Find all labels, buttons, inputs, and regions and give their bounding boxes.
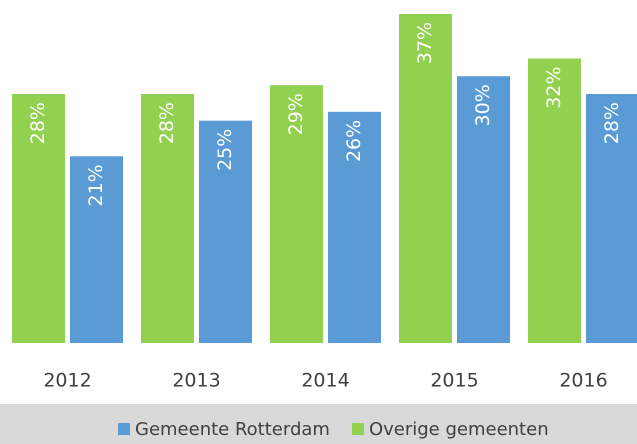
x-tick-label: 2015: [430, 370, 478, 392]
bar: [141, 94, 194, 343]
data-label: 29%: [285, 93, 307, 135]
bar: [270, 85, 323, 343]
data-label: 28%: [156, 102, 178, 144]
data-label: 25%: [214, 129, 236, 171]
data-label: 28%: [601, 102, 623, 144]
data-label: 30%: [472, 84, 494, 126]
legend-background: [0, 404, 637, 444]
bar: [328, 111, 381, 343]
legend-label: Gemeente Rotterdam: [135, 419, 330, 440]
legend-swatch: [118, 423, 130, 435]
x-tick-label: 2016: [559, 370, 607, 392]
bar: [457, 76, 510, 344]
bar: [12, 94, 65, 343]
data-label: 28%: [27, 102, 49, 144]
bar: [70, 156, 123, 343]
x-tick-label: 2012: [43, 370, 91, 392]
bar: [586, 94, 637, 343]
data-label: 26%: [343, 120, 365, 162]
x-tick-label: 2014: [301, 370, 349, 392]
data-label: 32%: [543, 66, 565, 108]
bar: [399, 14, 452, 343]
x-tick-label: 2013: [172, 370, 220, 392]
data-label: 37%: [414, 22, 436, 64]
legend-swatch: [351, 423, 364, 435]
bar: [199, 120, 252, 344]
data-label: 21%: [85, 164, 107, 206]
legend-label: Overige gemeenten: [369, 419, 549, 440]
bar: [528, 58, 581, 343]
